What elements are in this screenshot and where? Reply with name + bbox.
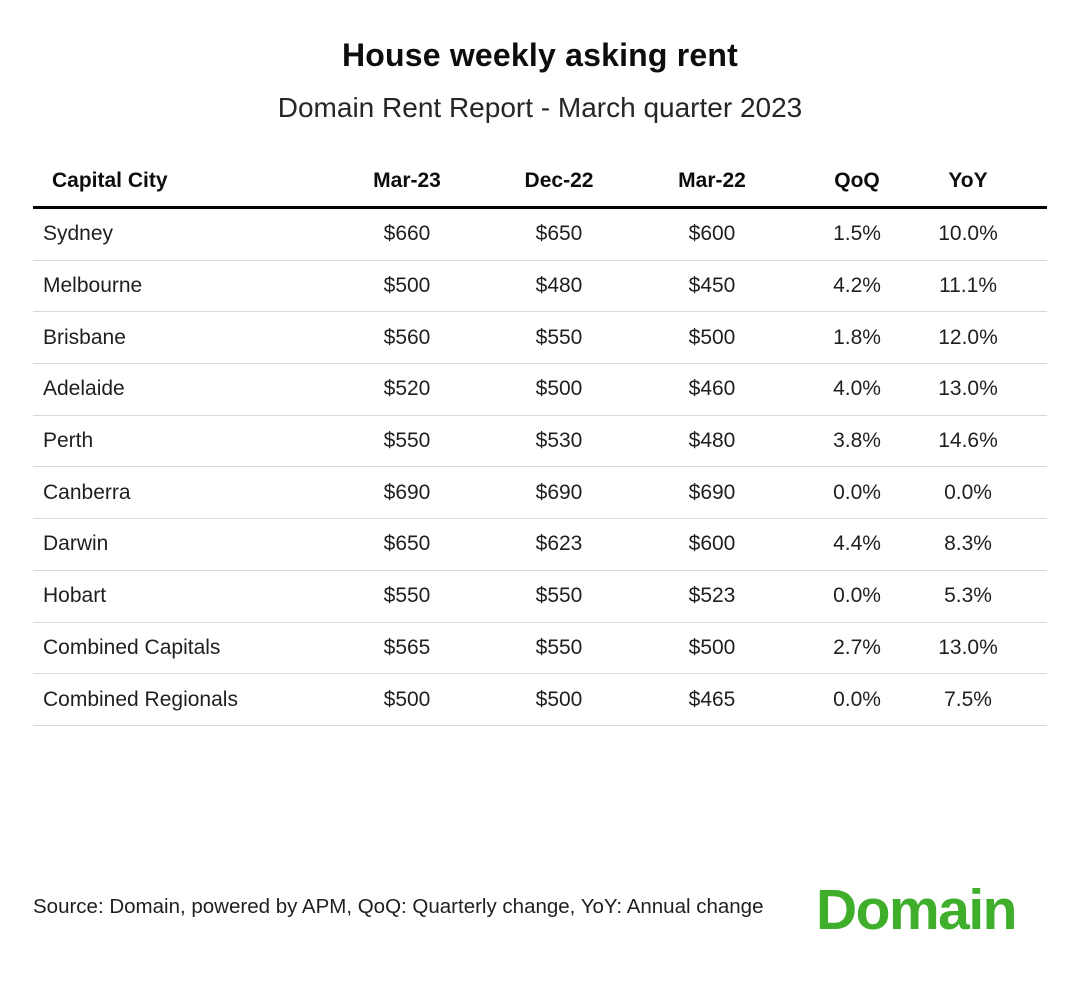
- value-cell: 0.0%: [833, 480, 881, 504]
- domain-logo: Domain: [815, 878, 1018, 942]
- source-note: Source: Domain, powered by APM, QoQ: Qua…: [33, 895, 764, 918]
- city-cell: Melbourne: [43, 274, 143, 298]
- table-row: Hobart $550 $550 $523 0.0% 5.3%: [33, 571, 1047, 623]
- page-subtitle: Domain Rent Report - March quarter 2023: [277, 92, 803, 123]
- value-cell: 5.3%: [944, 584, 992, 608]
- value-cell: $480: [688, 429, 736, 453]
- value-cell: $550: [535, 635, 583, 659]
- value-cell: 4.0%: [833, 377, 881, 401]
- city-cell: Darwin: [43, 532, 109, 556]
- city-cell: Perth: [43, 429, 94, 453]
- value-cell: $690: [688, 480, 736, 504]
- value-cell: $623: [535, 532, 583, 556]
- city-cell: Sydney: [43, 222, 114, 246]
- value-cell: 7.5%: [944, 687, 992, 711]
- value-cell: $500: [688, 325, 736, 349]
- value-cell: 10.0%: [938, 222, 998, 246]
- value-cell: $500: [383, 274, 431, 298]
- column-header-mar-22: Mar-22: [678, 169, 746, 192]
- value-cell: $460: [688, 377, 736, 401]
- table-row: Adelaide $520 $500 $460 4.0% 13.0%: [33, 364, 1047, 416]
- value-cell: $500: [535, 377, 583, 401]
- value-cell: 0.0%: [833, 584, 881, 608]
- city-cell: Combined Regionals: [43, 687, 238, 711]
- table-body: Sydney $660 $650 $600 1.5% 10.0% Melbourne $500…: [33, 209, 1047, 726]
- value-cell: 13.0%: [938, 377, 998, 401]
- value-cell: $550: [383, 584, 431, 608]
- value-cell: $550: [383, 429, 431, 453]
- value-cell: 3.8%: [833, 429, 881, 453]
- value-cell: 12.0%: [938, 325, 998, 349]
- column-header-yoy: YoY: [948, 169, 988, 192]
- value-cell: $530: [535, 429, 583, 453]
- value-cell: $450: [688, 274, 736, 298]
- value-cell: $523: [688, 584, 736, 608]
- table-row: Canberra $690 $690 $690 0.0% 0.0%: [33, 467, 1047, 520]
- table-header-row: Capital City Mar-23 Dec-22 Mar-22 QoQ Yo…: [33, 160, 1047, 209]
- value-cell: $465: [688, 687, 736, 711]
- value-cell: $650: [383, 532, 431, 556]
- value-cell: $600: [688, 532, 736, 556]
- city-cell: Hobart: [43, 584, 107, 608]
- value-cell: $500: [535, 687, 583, 711]
- value-cell: 4.4%: [833, 532, 881, 556]
- value-cell: $520: [383, 377, 431, 401]
- column-header-mar-23: Mar-23: [373, 169, 441, 192]
- value-cell: 0.0%: [944, 480, 992, 504]
- city-cell: Brisbane: [43, 325, 126, 349]
- table-row: Melbourne $500 $480 $450 4.2% 11.1%: [33, 261, 1047, 313]
- table-row: Combined Regionals $500 $500 $465 0.0% 7.5%: [33, 674, 1047, 726]
- value-cell: $500: [688, 635, 736, 659]
- value-cell: 14.6%: [938, 429, 998, 453]
- value-cell: $600: [688, 222, 736, 246]
- city-cell: Canberra: [43, 480, 131, 504]
- table-row: Darwin $650 $623 $600 4.4% 8.3%: [33, 519, 1047, 571]
- value-cell: 11.1%: [939, 274, 997, 298]
- value-cell: 0.0%: [833, 687, 881, 711]
- table-row: Combined Capitals $565 $550 $500 2.7% 13.0%: [33, 623, 1047, 675]
- value-cell: $565: [383, 635, 431, 659]
- table-row: Brisbane $560 $550 $500 1.8% 12.0%: [33, 312, 1047, 365]
- page-title: House weekly asking rent: [341, 37, 739, 73]
- value-cell: 4.2%: [833, 274, 881, 298]
- value-cell: 13.0%: [938, 635, 998, 659]
- value-cell: $660: [383, 222, 431, 246]
- value-cell: 1.8%: [833, 325, 881, 349]
- column-header-capital-city: Capital City: [52, 169, 168, 192]
- city-cell: Combined Capitals: [43, 635, 221, 659]
- value-cell: 1.5%: [833, 222, 881, 246]
- value-cell: $690: [535, 480, 583, 504]
- city-cell: Adelaide: [43, 377, 125, 401]
- column-header-qoq: QoQ: [834, 169, 880, 192]
- table-row: Sydney $660 $650 $600 1.5% 10.0%: [33, 209, 1047, 261]
- value-cell: $550: [535, 584, 583, 608]
- table-row: Perth $550 $530 $480 3.8% 14.6%: [33, 416, 1047, 468]
- value-cell: $550: [535, 325, 583, 349]
- rent-table: Capital City Mar-23 Dec-22 Mar-22 QoQ Yo…: [33, 160, 1047, 726]
- value-cell: $500: [383, 687, 431, 711]
- value-cell: $560: [383, 325, 431, 349]
- column-header-dec-22: Dec-22: [524, 169, 594, 192]
- value-cell: $650: [535, 222, 583, 246]
- value-cell: 2.7%: [833, 635, 881, 659]
- value-cell: $690: [383, 480, 431, 504]
- value-cell: $480: [535, 274, 583, 298]
- value-cell: 8.3%: [944, 532, 992, 556]
